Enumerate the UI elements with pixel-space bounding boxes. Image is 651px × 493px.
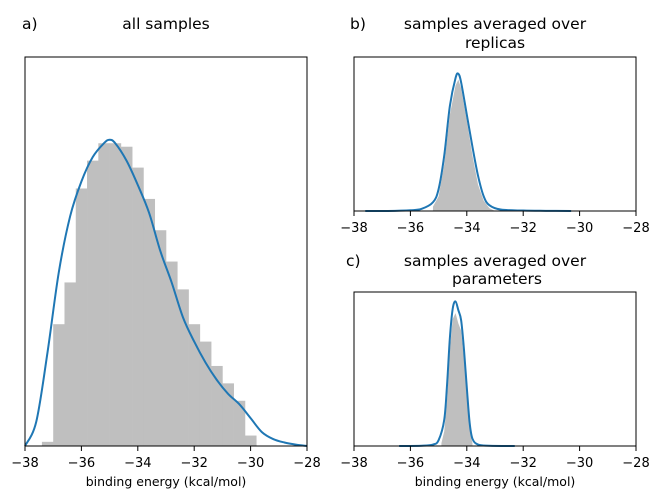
- panel-c-title-line2: parameters: [452, 270, 542, 288]
- histogram-bar: [233, 400, 246, 446]
- x-tick-label: −32: [180, 456, 207, 471]
- histogram-bar: [41, 441, 54, 446]
- panel-a-x-ticks: −38 −36 −34 −32 −30 −28: [11, 446, 321, 471]
- histogram-bar: [109, 143, 122, 447]
- histogram-bar: [120, 146, 133, 446]
- x-tick-label: −34: [453, 456, 480, 471]
- x-tick-label: −36: [68, 456, 95, 471]
- panel-a: a) all samples −38 −36 −34 −32 −30 −28 bindin…: [11, 15, 320, 489]
- histogram-bar: [53, 324, 65, 446]
- x-tick-label: −30: [237, 456, 264, 471]
- x-tick-label: −38: [340, 456, 367, 471]
- kde-curve: [399, 300, 515, 447]
- panel-c-axes-frame: [353, 291, 637, 447]
- histogram-bar: [132, 167, 144, 446]
- histogram-bar: [87, 160, 99, 446]
- panel-c-title-line1: samples averaged over: [404, 252, 587, 270]
- x-tick-label: −36: [397, 456, 424, 471]
- histogram-bar: [211, 365, 223, 446]
- histogram-bar: [154, 230, 167, 446]
- x-tick-label: −28: [622, 456, 649, 471]
- x-tick-label: −38: [340, 221, 367, 236]
- panel-c-xlabel: binding energy (kcal/mol): [415, 474, 576, 489]
- histogram-bar: [166, 261, 178, 446]
- panel-b-title-line1: samples averaged over: [404, 15, 587, 33]
- histogram-bar: [199, 341, 212, 446]
- histogram-bar: [177, 289, 189, 446]
- x-tick-label: −34: [453, 221, 480, 236]
- panel-a-axes-frame: [24, 56, 308, 447]
- histogram-bar: [75, 188, 88, 447]
- x-tick-label: −38: [11, 456, 38, 471]
- kde-curve: [365, 72, 572, 213]
- panel-b-x-ticks: −38 −36 −34 −32 −30 −28: [340, 211, 650, 236]
- panel-a-letter: a): [22, 15, 38, 33]
- histogram-bar: [98, 143, 110, 447]
- kde-curve: [24, 138, 308, 447]
- x-tick-label: −30: [566, 221, 593, 236]
- panel-c-letter: c): [346, 252, 361, 270]
- x-tick-label: −30: [566, 456, 593, 471]
- histogram-fill-area: [441, 313, 473, 446]
- panel-b-title-line2: replicas: [465, 34, 525, 52]
- panel-b-plot: [365, 72, 572, 213]
- x-tick-label: −28: [622, 221, 649, 236]
- x-tick-label: −36: [397, 221, 424, 236]
- panel-c-x-ticks: −38 −36 −34 −32 −30 −28: [340, 446, 650, 471]
- panel-a-title: all samples: [122, 15, 209, 33]
- x-tick-label: −28: [293, 456, 320, 471]
- histogram-bar: [188, 324, 201, 446]
- panel-a-plot: [24, 138, 308, 447]
- panel-b-axes-frame: [353, 56, 637, 212]
- x-tick-label: −34: [124, 456, 151, 471]
- panel-b-letter: b): [350, 15, 366, 33]
- panel-a-xlabel: binding energy (kcal/mol): [86, 474, 247, 489]
- histogram-bar: [64, 282, 77, 446]
- panel-b: b) samples averaged over replicas −38 −36…: [340, 15, 649, 236]
- panel-c: c) samples averaged over parameters −38−…: [340, 252, 649, 489]
- histogram-bar: [222, 383, 234, 446]
- x-tick-label: −32: [509, 456, 536, 471]
- x-tick-label: −32: [509, 221, 536, 236]
- histogram-fill-area: [432, 79, 495, 211]
- histogram-bar: [244, 435, 257, 446]
- panel-c-plot: [399, 300, 515, 447]
- histogram-bar: [143, 198, 156, 446]
